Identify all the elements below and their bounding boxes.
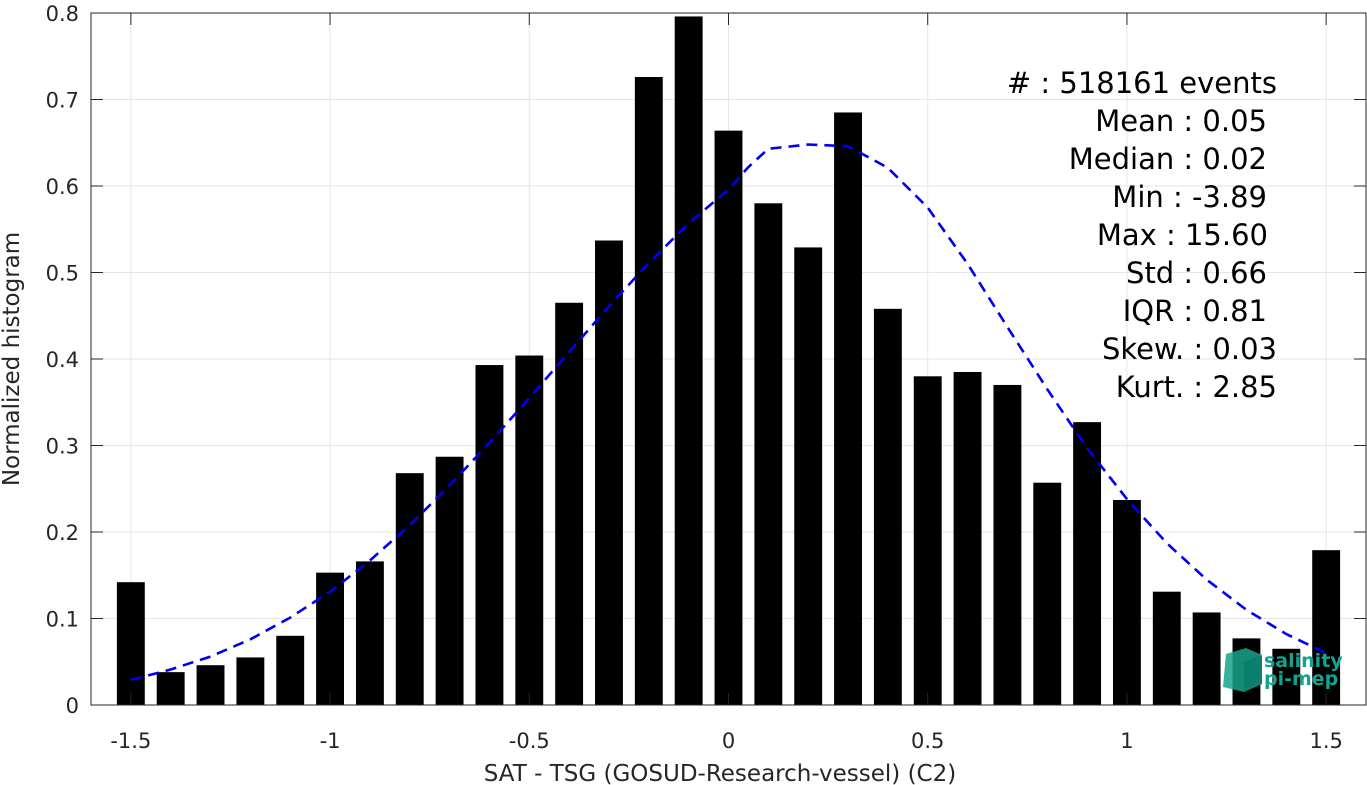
x-tick-label-6: 1.5 [1309, 729, 1342, 753]
bar-7 [395, 473, 424, 705]
bar-3 [236, 657, 265, 705]
bar-16 [754, 203, 783, 706]
bar-24 [1073, 422, 1102, 705]
y-tick-label-8: 0.8 [46, 2, 79, 26]
logo-text-line1: salinity [1264, 650, 1343, 672]
bar-series [116, 16, 1341, 706]
bar-17 [794, 247, 823, 706]
y-tick-label-6: 0.6 [46, 175, 79, 199]
y-tick-label-0: 0 [66, 694, 79, 718]
bar-21 [953, 371, 982, 705]
bar-9 [475, 365, 504, 705]
bar-25 [1112, 499, 1141, 705]
logo-cube-face-icon [1244, 655, 1262, 692]
stat-line-6: IQR : 0.81 [1123, 294, 1267, 328]
y-tick-label-1: 0.1 [46, 608, 79, 632]
y-tick-label-7: 0.7 [46, 89, 79, 113]
statistics-box: # : 518161 events Mean : 0.05 Median : 0.0… [1007, 66, 1277, 404]
axis-ticks [91, 12, 1366, 706]
y-tick-label-3: 0.3 [46, 435, 79, 459]
gaussian-fit-curve [130, 143, 1327, 682]
bar-20 [913, 376, 942, 705]
stat-line-2: Median : 0.02 [1069, 142, 1267, 176]
bar-0 [116, 582, 145, 705]
bar-19 [873, 308, 902, 705]
x-axis-label: SAT - TSG (GOSUD-Research-vessel) (C2) [484, 761, 956, 785]
bar-8 [435, 456, 464, 705]
bar-27 [1192, 612, 1221, 705]
bar-14 [674, 16, 703, 705]
y-tick-label-2: 0.2 [46, 521, 79, 545]
y-tick-label-5: 0.5 [46, 262, 79, 286]
stat-line-1: Mean : 0.05 [1095, 104, 1267, 138]
bar-1 [156, 672, 185, 705]
bar-5 [316, 572, 345, 705]
x-tick-label-4: 0.5 [911, 729, 944, 753]
bar-15 [714, 130, 743, 705]
x-tick-label-3: 0 [722, 729, 735, 753]
bar-12 [595, 240, 623, 705]
bar-2 [196, 665, 225, 705]
stat-line-8: Kurt. : 2.85 [1116, 370, 1277, 404]
bar-4 [276, 635, 305, 705]
logo-text-line2: pi-mep [1264, 668, 1338, 690]
bar-26 [1152, 591, 1181, 705]
bar-18 [834, 112, 862, 706]
stat-line-0: # : 518161 events [1007, 66, 1277, 100]
bar-10 [515, 355, 544, 705]
x-tick-label-1: -1 [320, 729, 341, 753]
bar-22 [993, 384, 1022, 705]
bar-6 [355, 561, 384, 705]
stat-line-7: Skew. : 0.03 [1102, 332, 1277, 366]
bar-29 [1272, 648, 1301, 705]
tick-labels: -1.5 -1 -0.5 0 0.5 1 1.5 0 0.1 0.2 0.3 0.4 0.5 0.6 0.7… [46, 2, 1343, 753]
stat-line-5: Std : 0.66 [1126, 256, 1267, 290]
x-tick-label-2: -0.5 [509, 729, 550, 753]
stat-line-3: Min : -3.89 [1112, 180, 1267, 214]
bar-30 [1312, 550, 1341, 705]
salinity-pimep-logo: salinity pi-mep [1223, 648, 1343, 692]
bar-11 [555, 302, 584, 705]
bar-23 [1033, 482, 1062, 705]
y-tick-label-4: 0.4 [46, 348, 79, 372]
y-axis-label: Normalized histogram [0, 232, 25, 486]
bar-13 [634, 77, 663, 705]
x-tick-label-0: -1.5 [110, 729, 151, 753]
stat-line-4: Max : 15.60 [1097, 218, 1268, 252]
x-tick-label-5: 1 [1120, 729, 1133, 753]
